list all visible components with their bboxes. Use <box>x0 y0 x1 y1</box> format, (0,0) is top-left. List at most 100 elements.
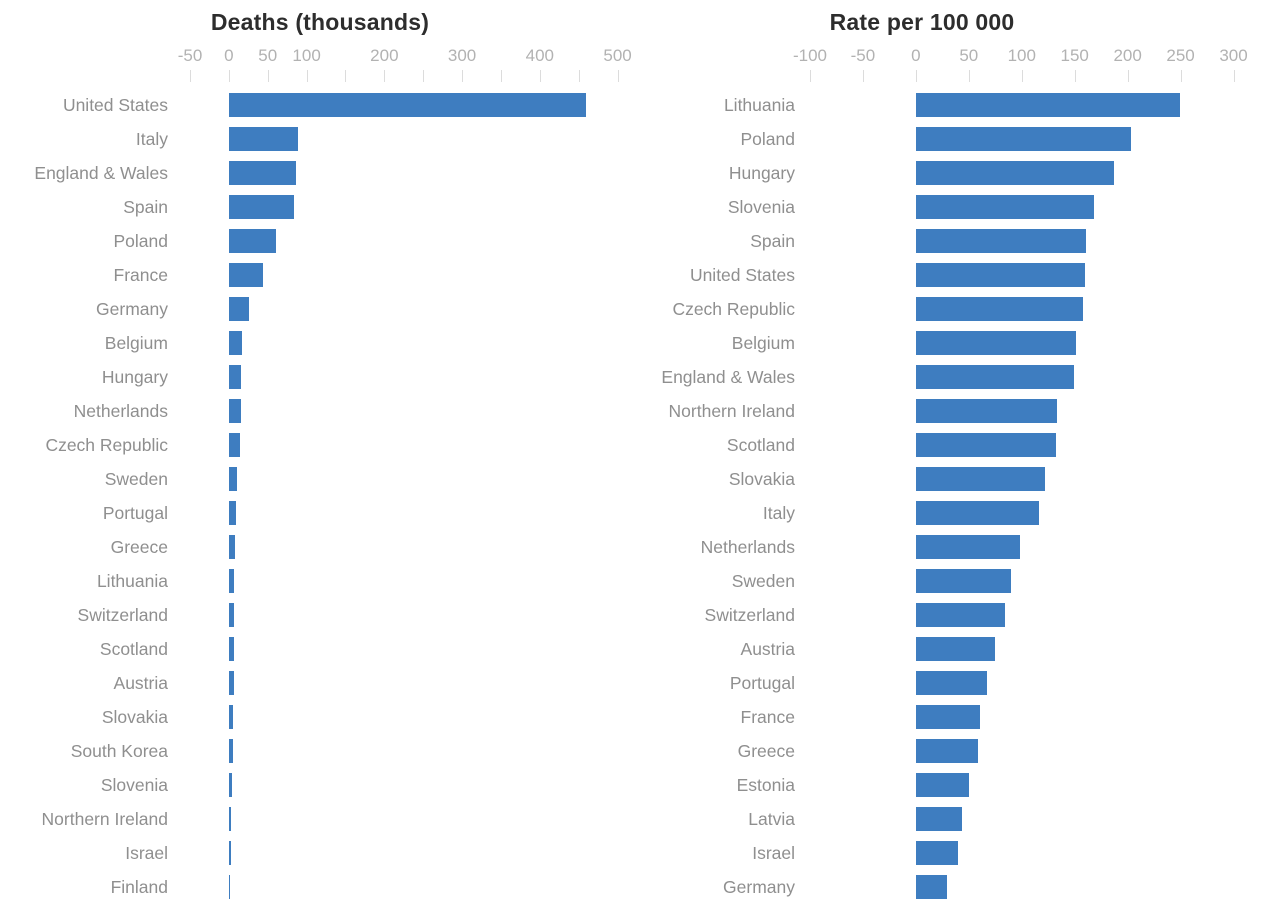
category-label: South Korea <box>70 740 168 761</box>
bar-scotland <box>915 433 1056 457</box>
bar-sweden <box>228 467 238 491</box>
category-label: Switzerland <box>77 604 168 625</box>
category-label: Greece <box>110 536 168 557</box>
chart-row: Spain <box>0 190 640 224</box>
bar-track <box>810 93 1260 117</box>
category-label: Spain <box>750 230 795 251</box>
category-label: England & Wales <box>661 366 795 387</box>
bar-track <box>810 399 1260 423</box>
chart-row: Italy <box>0 122 640 156</box>
bar-rows-rate: Lithuania Poland Hungary Slovenia Spain Unite… <box>640 88 1280 904</box>
chart-row: Austria <box>0 666 640 700</box>
bar-track <box>810 535 1260 559</box>
axis-tick <box>1233 70 1235 82</box>
chart-row: Israel <box>0 836 640 870</box>
bar-track <box>190 773 637 797</box>
bar-track <box>810 331 1260 355</box>
category-label: Austria <box>740 638 795 659</box>
category-label: Hungary <box>101 366 168 387</box>
bar-track <box>810 467 1260 491</box>
chart-row: South Korea <box>0 734 640 768</box>
bar-spain <box>228 195 295 219</box>
category-label: Northern Ireland <box>41 808 168 829</box>
category-label: Israel <box>125 842 168 863</box>
chart-row: Scotland <box>640 428 1280 462</box>
chart-row: Netherlands <box>0 394 640 428</box>
chart-row: Czech Republic <box>0 428 640 462</box>
chart-row: Scotland <box>0 632 640 666</box>
bar-spain <box>915 229 1087 253</box>
bar-portugal <box>915 671 987 695</box>
axis-tick-label: 0 <box>911 46 921 65</box>
chart-row: France <box>0 258 640 292</box>
category-label: United States <box>689 264 795 285</box>
bar-track <box>190 263 637 287</box>
category-label: Latvia <box>748 808 795 829</box>
bar-germany <box>915 875 947 899</box>
axis-tick <box>810 70 811 82</box>
axis-tick-label: -50 <box>177 46 203 65</box>
category-label: Sweden <box>731 570 795 591</box>
category-label: Slovenia <box>727 196 795 217</box>
category-label: Italy <box>135 128 168 149</box>
chart-row: Israel <box>640 836 1280 870</box>
chart-row: England & Wales <box>640 360 1280 394</box>
bar-track <box>810 501 1260 525</box>
axis-tick <box>345 70 347 82</box>
category-label: Estonia <box>736 774 795 795</box>
category-label: Sweden <box>104 468 168 489</box>
bar-track <box>810 637 1260 661</box>
bar-track <box>190 875 637 899</box>
bar-track <box>190 501 637 525</box>
category-label: Lithuania <box>96 570 168 591</box>
chart-row: Lithuania <box>0 564 640 598</box>
chart-row: Netherlands <box>640 530 1280 564</box>
bar-united-states <box>915 263 1086 287</box>
bar-track <box>810 603 1260 627</box>
bar-track <box>810 229 1260 253</box>
bar-northern-ireland <box>228 807 232 831</box>
bar-latvia <box>915 807 963 831</box>
axis-tick-label: 250 <box>1166 46 1195 65</box>
chart-row: Portugal <box>0 496 640 530</box>
chart-row: Hungary <box>640 156 1280 190</box>
category-label: Slovenia <box>100 774 168 795</box>
bar-israel <box>915 841 959 865</box>
axis-tick-label: 100 <box>292 46 321 65</box>
bar-finland <box>228 875 230 899</box>
category-label: Poland <box>113 230 169 251</box>
bar-track <box>190 161 637 185</box>
category-label: Israel <box>752 842 795 863</box>
chart-row: Latvia <box>640 802 1280 836</box>
bar-belgium <box>915 331 1076 355</box>
axis-tick <box>578 70 580 82</box>
bar-track <box>190 433 637 457</box>
bar-slovenia <box>228 773 232 797</box>
axis-tick-label: -100 <box>792 46 828 65</box>
bar-track <box>190 841 637 865</box>
chart-row: France <box>640 700 1280 734</box>
bar-track <box>190 705 637 729</box>
axis-tick <box>1074 70 1076 82</box>
category-label: Germany <box>96 298 168 319</box>
category-label: Germany <box>723 876 795 897</box>
axis-tick <box>267 70 269 82</box>
axis-tick-label: 150 <box>1060 46 1089 65</box>
bar-switzerland <box>915 603 1005 627</box>
category-label: France <box>113 264 168 285</box>
bar-rows-deaths: United States Italy England & Wales Spain Po… <box>0 88 640 904</box>
chart-row: Sweden <box>640 564 1280 598</box>
category-label: Finland <box>110 876 168 897</box>
bar-italy <box>228 127 299 151</box>
bar-track <box>190 739 637 763</box>
bar-lithuania <box>228 569 234 593</box>
chart-row: Belgium <box>0 326 640 360</box>
chart-row: Slovenia <box>640 190 1280 224</box>
category-label: Northern Ireland <box>668 400 795 421</box>
axis-tick <box>968 70 970 82</box>
x-axis-rate: -100 -50 0 50 100 150 200 250 300 <box>793 44 1260 86</box>
bar-track <box>810 161 1260 185</box>
axis-tick-label: 300 <box>1219 46 1248 65</box>
bar-track <box>810 773 1260 797</box>
axis-tick <box>539 70 541 82</box>
